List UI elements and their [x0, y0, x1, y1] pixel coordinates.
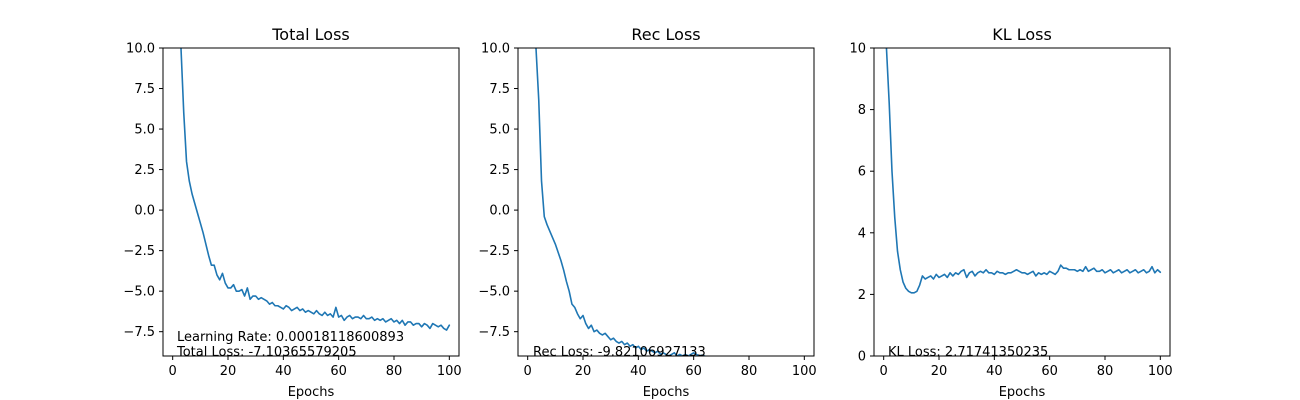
x-tick-label: 20	[220, 364, 237, 379]
chart-panel-1: 0 20 40 60 80 100 −7.5 −5.0 −2.5 0.0 2.5 5.0 7.5 10.0…	[123, 25, 461, 400]
y-tick-label: −2.5	[478, 244, 510, 259]
y-tick-label: 0	[858, 350, 866, 365]
x-tick-label: 20	[575, 364, 592, 379]
x-tick-label: 80	[741, 364, 758, 379]
chart-panel-2: 0 20 40 60 80 100 −7.5 −5.0 −2.5 0.0 2.5 5.0 7.5 10.0…	[478, 25, 816, 400]
x-tick-label: 60	[685, 364, 702, 379]
y-tick-label: 0.0	[134, 204, 155, 219]
x-axis-label: Epochs	[288, 385, 335, 400]
x-tick-label: 100	[437, 364, 462, 379]
x-axis-label: Epochs	[643, 385, 690, 400]
y-tick-label: 7.5	[489, 82, 510, 97]
y-tick-label: 5.0	[134, 123, 155, 138]
y-tick-label: 2.5	[134, 163, 155, 178]
plot-frame	[517, 47, 815, 357]
y-tick-label: −5.0	[123, 285, 155, 300]
chart-title: Total Loss	[271, 25, 350, 44]
y-tick-label: 6	[858, 165, 866, 180]
y-tick-label: 10.0	[481, 42, 510, 57]
y-tick-label: 5.0	[489, 123, 510, 138]
series-line-1-1	[180, 48, 451, 331]
y-tick-label: 2	[858, 288, 866, 303]
y-tick-label: 8	[858, 103, 866, 118]
chart-title: KL Loss	[992, 25, 1052, 44]
x-tick-label: 0	[524, 364, 532, 379]
x-tick-label: 60	[330, 364, 347, 379]
x-tick-label: 80	[386, 364, 403, 379]
y-tick-label: 2.5	[489, 163, 510, 178]
x-tick-label: 0	[880, 364, 888, 379]
x-tick-label: 40	[986, 364, 1003, 379]
x-tick-label: 100	[1148, 364, 1173, 379]
chart-title: Rec Loss	[631, 25, 700, 44]
y-tick-label: 4	[858, 226, 866, 241]
annotation-text: Rec Loss: -9.82106927133	[533, 345, 706, 360]
series-line-3-1	[885, 48, 1162, 294]
x-tick-label: 0	[169, 364, 177, 379]
x-tick-label: 100	[792, 364, 817, 379]
x-tick-label: 60	[1041, 364, 1058, 379]
plot-frame	[162, 47, 460, 357]
x-tick-label: 20	[931, 364, 948, 379]
annotation-text: Learning Rate: 0.00018118600893	[177, 330, 404, 345]
y-tick-label: 10.0	[126, 42, 155, 57]
y-tick-label: 10	[849, 42, 866, 57]
x-axis-label: Epochs	[999, 385, 1046, 400]
annotation-text: KL Loss: 2.71741350235	[888, 345, 1048, 360]
y-tick-label: −2.5	[123, 244, 155, 259]
y-tick-label: 7.5	[134, 82, 155, 97]
x-tick-label: 40	[275, 364, 292, 379]
x-tick-label: 40	[630, 364, 647, 379]
y-tick-label: −7.5	[123, 325, 155, 340]
plot-frame	[873, 47, 1171, 357]
chart-panel-3: 0 20 40 60 80 100 0 2 4 6 8 10 KL Loss Epochs KL Loss:…	[849, 25, 1172, 400]
y-tick-label: 0.0	[489, 204, 510, 219]
annotation-text: Total Loss: -7.10365579205	[176, 345, 357, 360]
x-tick-label: 80	[1097, 364, 1114, 379]
y-tick-label: −7.5	[478, 325, 510, 340]
series-line-2-1	[535, 48, 706, 356]
y-tick-label: −5.0	[478, 285, 510, 300]
